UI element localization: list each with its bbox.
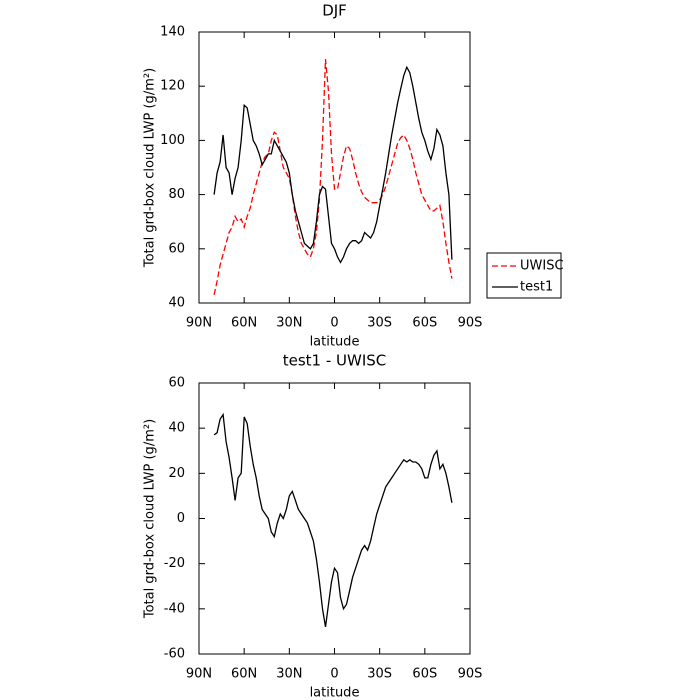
- data-line: [213, 59, 453, 296]
- legend-label: test1: [520, 280, 553, 295]
- legend-box: [486, 252, 562, 299]
- legend-label: UWISC: [520, 259, 564, 274]
- x-tick-label: 30N: [276, 316, 302, 331]
- x-tick-label: 90N: [186, 667, 212, 682]
- y-tick-label: -40: [164, 601, 185, 616]
- x-tick-label: 0: [330, 316, 338, 331]
- y-tick-label: 140: [160, 25, 185, 40]
- x-axis-label: latitude: [310, 335, 360, 350]
- y-tick-label: 40: [168, 421, 185, 436]
- x-tick-label: 30S: [367, 667, 392, 682]
- plot-frame: [198, 382, 471, 655]
- x-tick-label: 60S: [412, 316, 437, 331]
- x-tick-label: 60N: [231, 667, 257, 682]
- y-tick-label: 40: [168, 296, 185, 311]
- y-tick-label: 0: [177, 511, 185, 526]
- y-tick-label: 100: [160, 133, 185, 148]
- plot-frame: [198, 31, 471, 304]
- data-line: [213, 65, 453, 264]
- y-tick-label: 80: [168, 187, 185, 202]
- x-axis-label: latitude: [310, 686, 360, 700]
- x-tick-label: 0: [330, 667, 338, 682]
- x-tick-label: 30N: [276, 667, 302, 682]
- y-tick-label: 120: [160, 79, 185, 94]
- chart-title: test1 - UWISC: [283, 352, 387, 370]
- x-tick-label: 60S: [412, 667, 437, 682]
- y-axis-label: Total grd-box cloud LWP (g/m²): [143, 68, 158, 268]
- x-tick-label: 90N: [186, 316, 212, 331]
- y-axis-label: Total grd-box cloud LWP (g/m²): [143, 419, 158, 619]
- chart-title: DJF: [322, 2, 347, 20]
- y-tick-label: -60: [164, 647, 185, 662]
- x-tick-label: 30S: [367, 316, 392, 331]
- x-tick-label: 90S: [458, 316, 483, 331]
- x-tick-label: 60N: [231, 316, 257, 331]
- y-tick-label: 60: [168, 241, 185, 256]
- data-line: [213, 412, 453, 628]
- y-tick-label: -20: [164, 556, 185, 571]
- y-tick-label: 20: [168, 466, 185, 481]
- x-tick-label: 90S: [458, 667, 483, 682]
- y-tick-label: 60: [168, 376, 185, 391]
